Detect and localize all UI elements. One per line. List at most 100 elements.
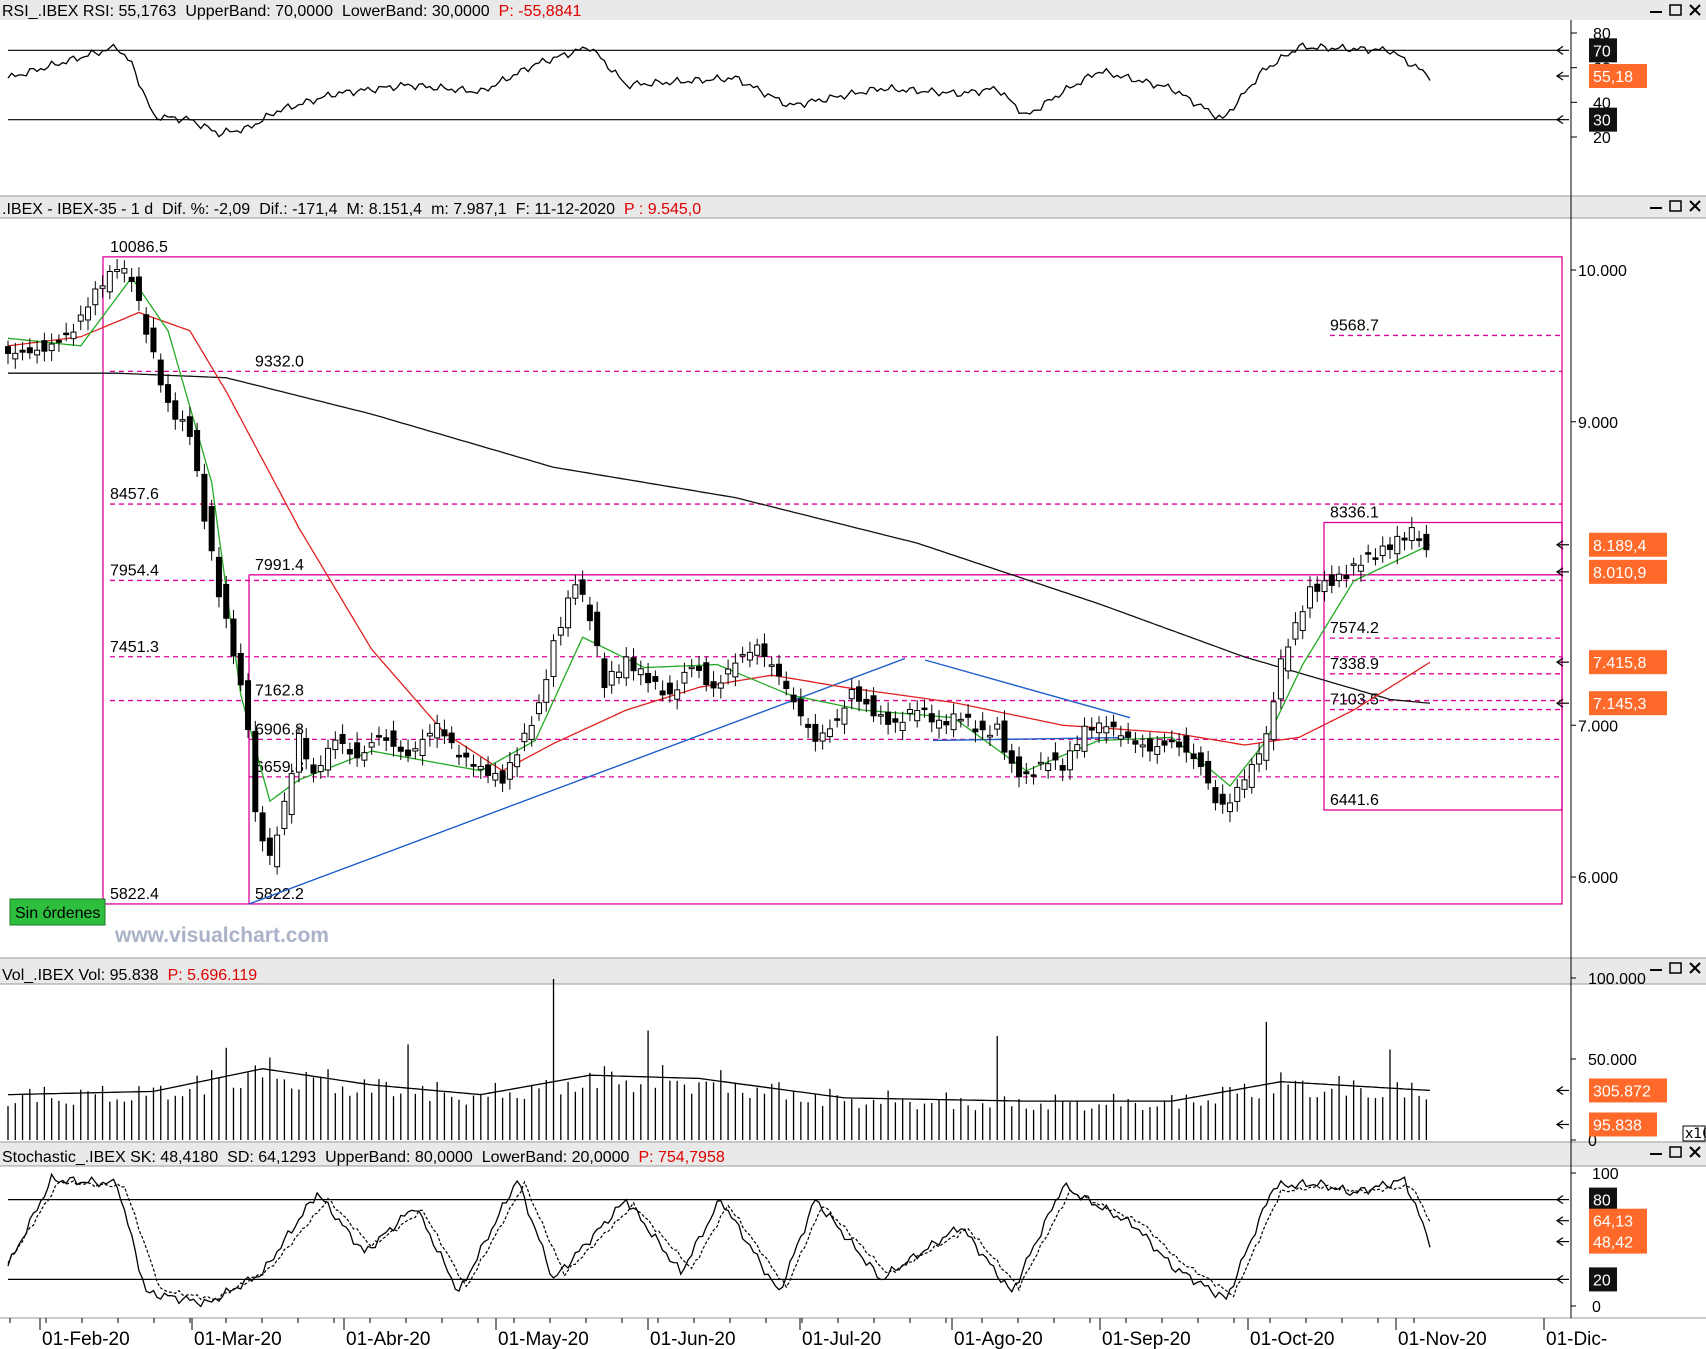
candle-body	[1357, 564, 1364, 572]
candle-body	[55, 340, 62, 343]
close-icon[interactable]	[1689, 962, 1701, 974]
date-label: 01-May-20	[498, 1329, 589, 1349]
candle-body	[34, 349, 41, 356]
candle-body	[1350, 563, 1357, 566]
candle-body	[223, 583, 230, 619]
axis-value-tag-label: 7.415,8	[1593, 655, 1646, 672]
level-label: 8336.1	[1330, 504, 1379, 521]
ma-slow-line	[8, 372, 1431, 704]
candle-body	[739, 654, 746, 657]
level-label: 7954.4	[110, 562, 159, 579]
date-label: 01-Jul-20	[802, 1329, 881, 1349]
candle-body	[1059, 765, 1066, 771]
level-label: 5822.2	[255, 886, 304, 903]
level-label: 5822.4	[110, 886, 159, 903]
candle-body	[936, 719, 943, 729]
candle-body	[1074, 744, 1081, 751]
maximize-icon[interactable]	[1669, 4, 1682, 16]
candle-body	[856, 686, 863, 702]
candle-body	[943, 720, 950, 726]
axis-value-tag	[1589, 559, 1667, 584]
rsi-tick-label: 20	[1593, 130, 1611, 147]
close-icon[interactable]	[1689, 200, 1701, 212]
close-icon[interactable]	[1689, 1146, 1701, 1158]
rsi-header: RSI_.IBEX RSI: 55,1763 UpperBand: 70,0000…	[2, 3, 582, 20]
candle-body	[1045, 763, 1052, 771]
axis-value-tag-label: 55,18	[1593, 69, 1633, 86]
level-label: 7162.8	[255, 683, 304, 700]
maximize-icon[interactable]	[1669, 1146, 1682, 1158]
header-field: .IBEX - IBEX-35 - 1 d	[2, 201, 153, 218]
axis-value-tag	[1589, 532, 1667, 557]
minimize-icon[interactable]	[1650, 207, 1662, 209]
tag-arrow-head	[1555, 1274, 1564, 1284]
candle-body	[354, 742, 361, 759]
candle-body	[1197, 752, 1204, 767]
volume-average-line	[8, 1068, 1431, 1102]
minimize-icon[interactable]	[1650, 969, 1662, 971]
candle-body	[201, 473, 208, 522]
close-icon-stroke	[1689, 4, 1701, 16]
candle-body	[361, 752, 368, 761]
candle-body	[172, 400, 179, 420]
trendline-resistance	[924, 659, 1131, 719]
close-icon[interactable]	[1689, 4, 1701, 16]
candle-body	[274, 834, 281, 868]
axis-value-tag	[1589, 38, 1617, 63]
candle-body	[237, 653, 244, 686]
maximize-icon[interactable]	[1669, 200, 1682, 212]
date-label: 01-Mar-20	[194, 1329, 282, 1349]
axis-value-tag	[1589, 691, 1667, 716]
candle-body	[426, 732, 433, 737]
axis-value-tag	[1589, 64, 1647, 89]
candle-body	[841, 707, 848, 725]
candle-body	[645, 672, 652, 684]
price-header: .IBEX - IBEX-35 - 1 d Dif. %: -2,09 Dif.: …	[2, 201, 701, 218]
axis-value-tag	[1589, 1208, 1647, 1233]
tag-arrow-head	[1555, 698, 1564, 708]
date-label: 01-Feb-20	[42, 1329, 130, 1349]
minimize-icon[interactable]	[1650, 11, 1662, 13]
tag-arrow-head	[1555, 1237, 1564, 1247]
candle-body	[281, 800, 288, 829]
header-field: m: 7.987,1	[431, 201, 507, 218]
candle-body	[572, 584, 579, 599]
candle-body	[899, 721, 906, 731]
status-badge[interactable]	[9, 898, 106, 926]
candle-body	[870, 695, 877, 717]
candle-body	[1030, 774, 1037, 777]
level-label: 6441.6	[1330, 792, 1379, 809]
header-field: LowerBand: 20,0000	[482, 1149, 630, 1166]
candle-body	[19, 349, 26, 353]
candle-body	[332, 739, 339, 751]
tag-arrow-head	[1555, 71, 1564, 81]
candle-body	[412, 748, 419, 752]
candle-body	[390, 730, 397, 747]
candle-body	[143, 314, 150, 335]
header-field: F: 11-12-2020	[516, 201, 615, 218]
axis-value-tag	[1589, 107, 1617, 132]
candle-body	[1125, 731, 1132, 738]
candle-body	[1037, 761, 1044, 765]
candle-body	[1365, 552, 1372, 555]
date-label: 01-Dic-	[1546, 1329, 1607, 1349]
candle-body	[463, 752, 470, 758]
minimize-icon[interactable]	[1650, 1153, 1662, 1155]
candle-body	[26, 347, 33, 354]
candle-body	[157, 359, 164, 386]
stoch-tick-label: 100	[1592, 1166, 1619, 1183]
candle-body	[266, 837, 273, 856]
candle-body	[535, 702, 542, 715]
candle-body	[637, 668, 644, 676]
axis-value-tag-label: 20	[1593, 1272, 1611, 1289]
pane-title-bar-rsi	[0, 0, 1706, 20]
candle-body	[1263, 733, 1270, 761]
close-icon-stroke	[1689, 962, 1701, 974]
candle-body	[230, 618, 237, 657]
candle-body	[725, 668, 732, 675]
maximize-icon[interactable]	[1669, 962, 1682, 974]
candle-body	[1168, 739, 1175, 743]
tag-arrow-head	[1555, 657, 1564, 667]
candle-body	[892, 718, 899, 723]
candle-body	[1379, 545, 1386, 557]
